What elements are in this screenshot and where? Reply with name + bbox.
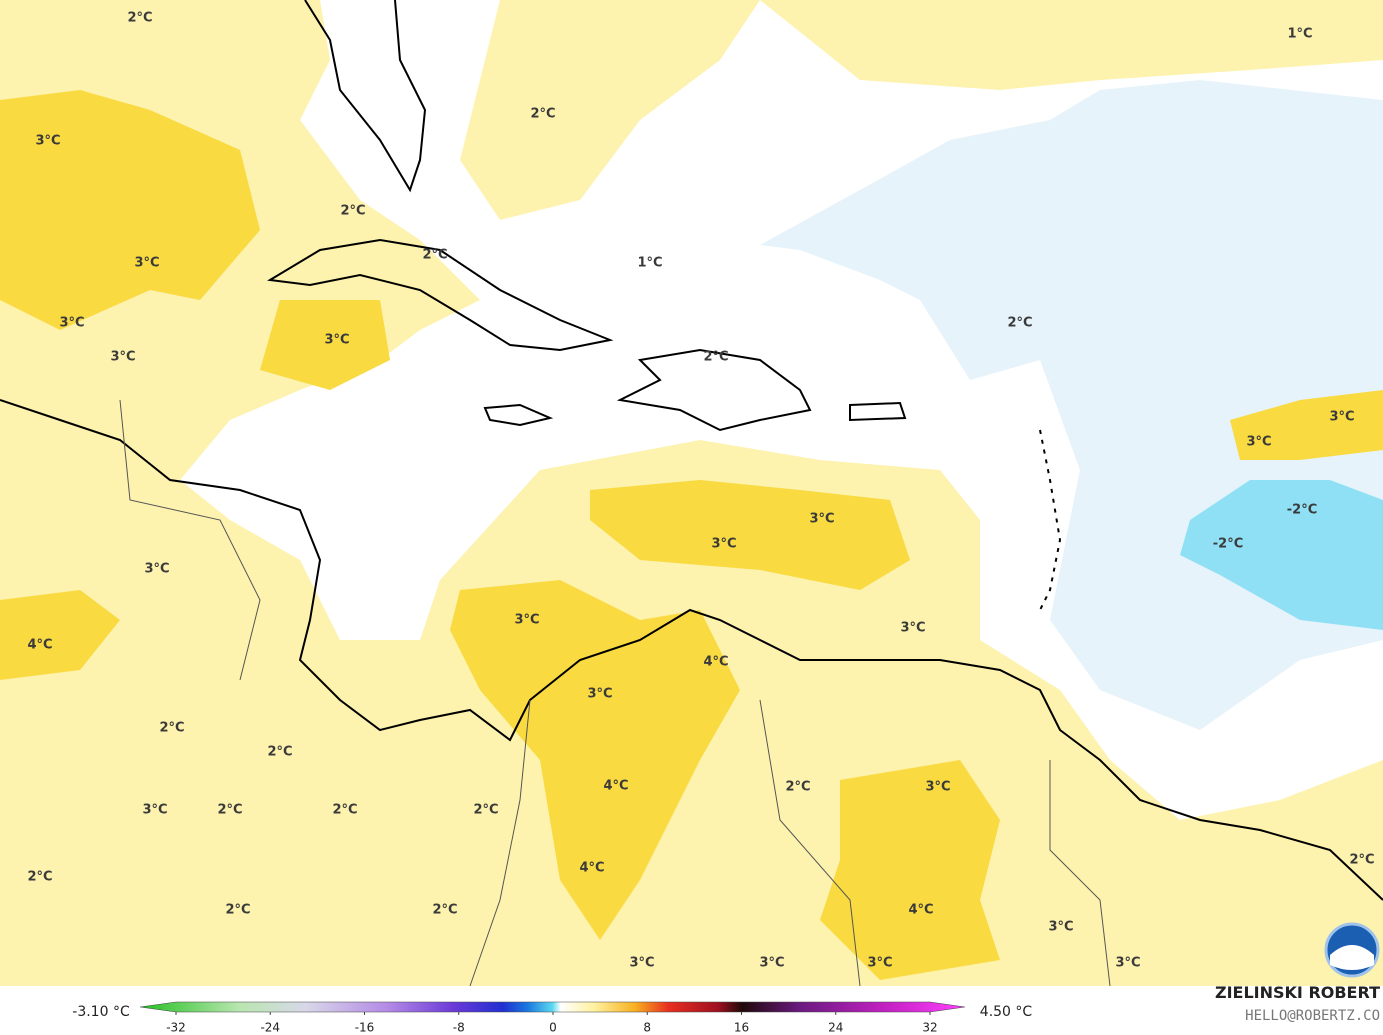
contour-label: 2°C (432, 903, 457, 918)
logo-wave (1330, 945, 1374, 970)
colorbar-tick-label: 0 (549, 1021, 557, 1035)
contour-label: 2°C (127, 11, 152, 26)
contour-label: 3°C (711, 537, 736, 552)
country-border (759, 699, 861, 987)
florida-coast (304, 0, 427, 193)
strong-warm-area (0, 590, 120, 680)
strong-warm-area (820, 760, 1000, 980)
contour-labels: 2°C 1°C 3°C 2°C 2°C 3°C 2°C 1°C 3°C 3°C 3°C 2°C 2°C 3… (27, 11, 1374, 971)
hispaniola-coast (616, 348, 812, 432)
contour-label: 4°C (27, 638, 52, 653)
colorbar-tick-label: 8 (643, 1021, 651, 1035)
contour-label: 4°C (908, 903, 933, 918)
strong-warm-area (260, 300, 390, 390)
contour-label: 2°C (267, 745, 292, 760)
colorbar-tick-label: -24 (260, 1021, 280, 1035)
colorbar-tick-label: 32 (922, 1021, 937, 1035)
contour-label: 4°C (579, 861, 604, 876)
contour-label: 2°C (27, 870, 52, 885)
contour-label: 3°C (59, 316, 84, 331)
warm-anomaly-area (760, 0, 1383, 90)
contour-label: 2°C (217, 803, 242, 818)
contour-label: 3°C (925, 780, 950, 795)
colorbar-tick-label: 24 (828, 1021, 843, 1035)
contour-label: 3°C (1246, 435, 1271, 450)
strong-warm-area (1230, 390, 1383, 460)
contour-label: -2°C (1287, 503, 1317, 518)
coastlines (0, 0, 1383, 901)
contour-label: 3°C (900, 621, 925, 636)
contour-label: 2°C (530, 107, 555, 122)
colorbar-body (139, 1001, 966, 1013)
contour-label: 3°C (1115, 956, 1140, 971)
contour-label: 2°C (703, 350, 728, 365)
contour-label: 4°C (703, 655, 728, 670)
contour-label: 2°C (422, 248, 447, 263)
contour-label: 3°C (514, 613, 539, 628)
contour-label: 2°C (785, 780, 810, 795)
cool-anomaly-area (1180, 480, 1383, 630)
strong-warm-area (450, 580, 740, 940)
colorbar-tick-label: -8 (453, 1021, 465, 1035)
contour-label: 2°C (332, 803, 357, 818)
contour-label: 3°C (110, 350, 135, 365)
credit-contact: HELLO@ROBERTZ.CO (1245, 1008, 1380, 1024)
colorbar-min: -3.10 °C (72, 1004, 130, 1020)
colorbar-tick-label: -32 (166, 1021, 186, 1035)
strong-warm-area (0, 90, 260, 330)
contour-label: 3°C (867, 956, 892, 971)
contour-label: -2°C (1213, 537, 1243, 552)
contour-label: 3°C (759, 956, 784, 971)
contour-label: 2°C (1349, 853, 1374, 868)
contour-label: 2°C (159, 721, 184, 736)
contour-label: 2°C (473, 803, 498, 818)
contour-label: 3°C (1329, 410, 1354, 425)
contour-label: 4°C (603, 779, 628, 794)
contour-label: 3°C (324, 333, 349, 348)
contour-label: 3°C (587, 687, 612, 702)
warm-anomaly-area (460, 0, 760, 220)
contour-label: 3°C (629, 956, 654, 971)
cuba-coast (267, 238, 614, 352)
contour-label: 3°C (134, 256, 159, 271)
strong-warm-area (590, 480, 910, 590)
contour-label: 2°C (225, 903, 250, 918)
contour-label: 1°C (1287, 27, 1312, 42)
country-border (1049, 760, 1111, 987)
contour-label: 2°C (340, 204, 365, 219)
mainland-coast (0, 399, 1383, 901)
contour-label: 3°C (809, 512, 834, 527)
colorbar: -32 -24 -16 -8 0 8 16 24 32 (139, 1001, 966, 1035)
contour-label: 1°C (637, 256, 662, 271)
lesser-antilles (1039, 429, 1062, 611)
country-border (119, 399, 261, 681)
colorbar-tick-label: -16 (355, 1021, 375, 1035)
noaa-logo (1324, 922, 1380, 978)
credit-name: ZIELINSKI ROBERT (1215, 983, 1380, 1002)
anomaly-fields (0, 0, 1383, 986)
contour-label: 2°C (1007, 316, 1032, 331)
colorbar-max: 4.50 °C (980, 1004, 1033, 1020)
contour-label: 3°C (142, 803, 167, 818)
country-border (469, 699, 531, 987)
jamaica-coast (483, 403, 554, 427)
contour-label: 3°C (35, 134, 60, 149)
contour-label: 3°C (144, 562, 169, 577)
colorbar-tick-label: 16 (734, 1021, 749, 1035)
contour-label: 3°C (1048, 920, 1073, 935)
borders (119, 399, 1111, 987)
puerto-rico-coast (849, 401, 907, 422)
